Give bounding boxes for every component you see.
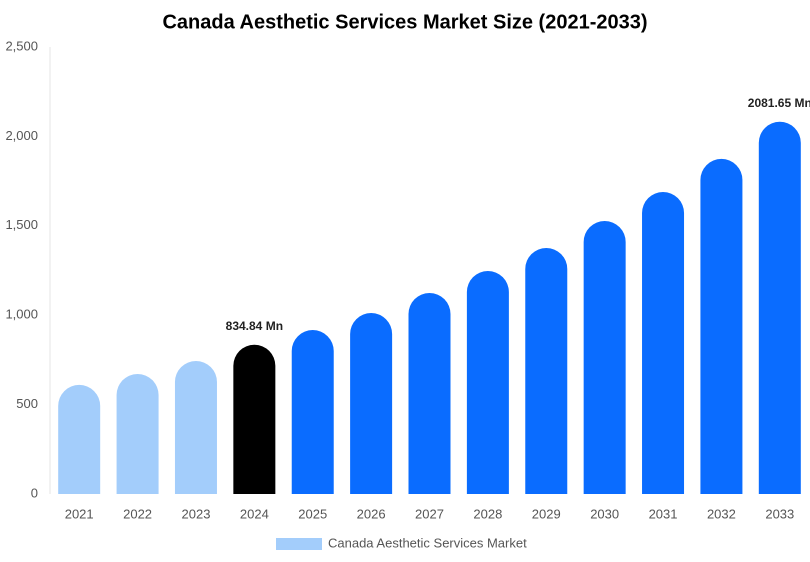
bar	[350, 313, 393, 494]
bar	[466, 271, 509, 494]
bar	[58, 384, 101, 494]
y-tick-label: 2,000	[5, 128, 38, 143]
legend-swatch	[276, 538, 322, 550]
chart-title: Canada Aesthetic Services Market Size (2…	[162, 11, 647, 33]
y-tick-label: 1,500	[5, 217, 38, 232]
x-tick-label: 2027	[415, 506, 444, 521]
x-tick-label: 2028	[473, 506, 502, 521]
x-tick-label: 2030	[590, 506, 619, 521]
x-tick-label: 2032	[707, 506, 736, 521]
y-tick-label: 2,500	[5, 38, 38, 53]
value-label: 834.84 Mn	[226, 319, 283, 333]
value-label: 2081.65 Mn	[748, 96, 810, 110]
bar	[758, 121, 801, 494]
x-tick-label: 2021	[65, 506, 94, 521]
bar	[700, 158, 743, 494]
bar	[116, 374, 159, 494]
bar	[525, 247, 568, 494]
x-tick-label: 2029	[532, 506, 561, 521]
x-tick-label: 2024	[240, 506, 269, 521]
x-tick-label: 2026	[357, 506, 386, 521]
bar	[174, 360, 217, 494]
x-tick-label: 2022	[123, 506, 152, 521]
y-tick-label: 0	[31, 485, 38, 500]
legend-label: Canada Aesthetic Services Market	[328, 535, 527, 550]
x-tick-label: 2025	[298, 506, 327, 521]
bar	[233, 344, 276, 494]
bar	[408, 293, 451, 494]
bar	[583, 220, 626, 494]
bar	[642, 192, 685, 494]
x-tick-label: 2033	[765, 506, 794, 521]
x-tick-label: 2031	[649, 506, 678, 521]
y-tick-label: 500	[16, 396, 38, 411]
y-tick-label: 1,000	[5, 307, 38, 322]
bar	[291, 330, 334, 494]
x-tick-label: 2023	[182, 506, 211, 521]
